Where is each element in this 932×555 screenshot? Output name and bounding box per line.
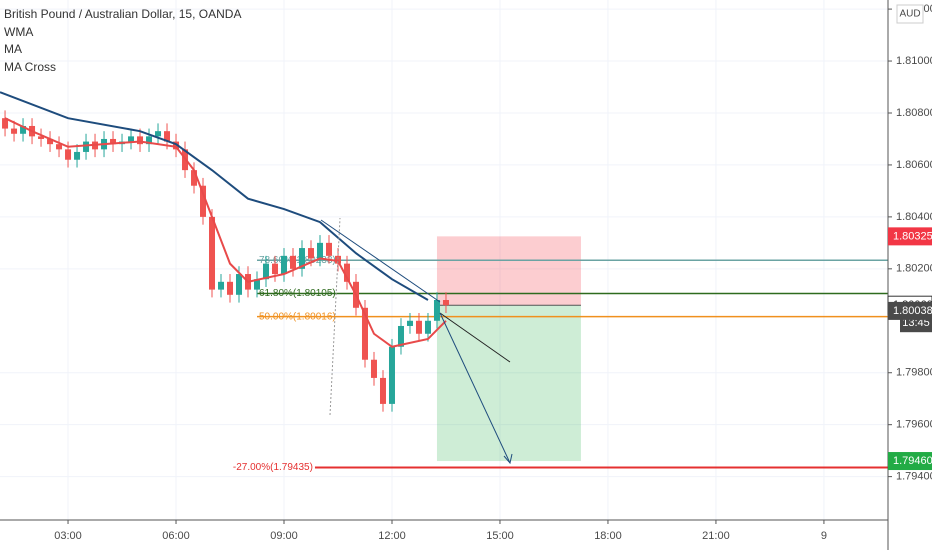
candle-body: [415, 320, 422, 334]
y-tick-label: 1.80200: [896, 263, 932, 275]
legend-entry: WMA: [4, 25, 33, 39]
candle-body: [20, 125, 27, 134]
x-tick-label: 15:00: [486, 530, 514, 542]
candle-body: [191, 170, 198, 186]
currency: AUD: [899, 9, 920, 20]
candle-body: [137, 136, 144, 145]
candle-body: [433, 300, 440, 321]
fib-label: -27.00%(1.79435): [233, 462, 313, 473]
candle-body: [164, 131, 171, 142]
candle-body: [2, 118, 9, 129]
candle-body: [272, 263, 279, 275]
target-zone: [436, 305, 581, 462]
x-tick-label: 09:00: [270, 530, 298, 542]
candle-body: [65, 149, 72, 160]
trend-line: [320, 219, 441, 303]
trend-line: [329, 217, 341, 416]
fib-label: 61.80%(1.80105): [259, 288, 336, 299]
price-tag-label: 1.79460: [893, 455, 932, 467]
candle-body: [290, 255, 297, 269]
candle-body: [83, 141, 90, 152]
candle-body: [146, 136, 153, 145]
y-tick-label: 1.79800: [896, 367, 932, 379]
candle-body: [11, 128, 18, 134]
x-tick-label: 21:00: [702, 530, 730, 542]
candle-body: [325, 242, 332, 256]
axes: 1.79400 1.79600 1.79800 1.80200 1.80400 1.806…: [54, 3, 932, 542]
candle-body: [388, 346, 395, 404]
y-tick-label: 1.80400: [896, 211, 932, 223]
candle-body: [236, 274, 243, 295]
candle-body: [209, 216, 216, 290]
candle-body: [200, 185, 207, 217]
x-tick-label: 9: [821, 530, 827, 542]
candle-body: [298, 248, 305, 269]
candle-body: [281, 255, 288, 275]
candle-body: [263, 263, 270, 280]
indicator-label: MA Cross: [4, 60, 56, 74]
candle-body: [56, 144, 63, 150]
indicator-line: [4, 117, 447, 348]
price-tag-label: 1.80325: [893, 230, 932, 242]
candle-body: [397, 325, 404, 347]
countdown: 13:45: [902, 317, 930, 329]
candle-body: [74, 151, 81, 160]
projection-line: [439, 312, 511, 363]
candle-body: [370, 359, 377, 378]
price-tag: [888, 452, 932, 471]
fib-label: 50.00%(1.80016): [259, 311, 336, 322]
plot: [0, 91, 449, 412]
candle-body: [334, 255, 341, 264]
candle-body: [173, 141, 180, 150]
x-tick-label: 03:00: [54, 530, 82, 542]
price-tag: [888, 301, 932, 320]
arrow-head: [503, 453, 513, 465]
candle-body: [379, 377, 386, 404]
candle-body: [110, 138, 117, 145]
price-tag-label: 1.80038: [893, 305, 932, 317]
candle-body: [38, 136, 45, 139]
y-tick-label: 1.81000: [896, 55, 932, 67]
indicator-line: [0, 91, 429, 301]
currency-box[interactable]: [896, 4, 924, 24]
fib-label: 78.60%(1.80233): [259, 255, 336, 266]
drawings: 78.60%(1.80233) 61.80%(1.80105) 50.00%(1.8…: [233, 236, 888, 473]
x-tick-label: 18:00: [594, 530, 622, 542]
candle-body: [343, 263, 350, 282]
chart-title: British Pound / Australian Dollar, 15, O…: [4, 7, 241, 21]
candle-body: [47, 138, 54, 145]
projection-arrow: [439, 312, 511, 464]
candle-body: [128, 136, 135, 142]
candle-body: [227, 281, 234, 295]
y-tick-label: 1.79400: [896, 471, 932, 483]
candle-body: [424, 320, 431, 334]
price-tag: [888, 227, 932, 246]
candle-body: [406, 320, 413, 326]
candle-body: [442, 300, 449, 306]
candle-body: [218, 281, 225, 290]
candle-body: [307, 248, 314, 259]
y-tick-label: 1.79600: [896, 419, 932, 431]
candle-body: [316, 242, 323, 259]
x-tick-label: 06:00: [162, 530, 190, 542]
candle-body: [254, 279, 261, 290]
candle-body: [361, 307, 368, 360]
x-tick-label: 12:00: [378, 530, 406, 542]
stop-zone: [436, 236, 581, 306]
y-tick-label: 1.80600: [896, 159, 932, 171]
candle-body: [155, 131, 162, 137]
y-tick-label: 1.80800: [896, 107, 932, 119]
legend-entry: MA: [4, 42, 22, 56]
